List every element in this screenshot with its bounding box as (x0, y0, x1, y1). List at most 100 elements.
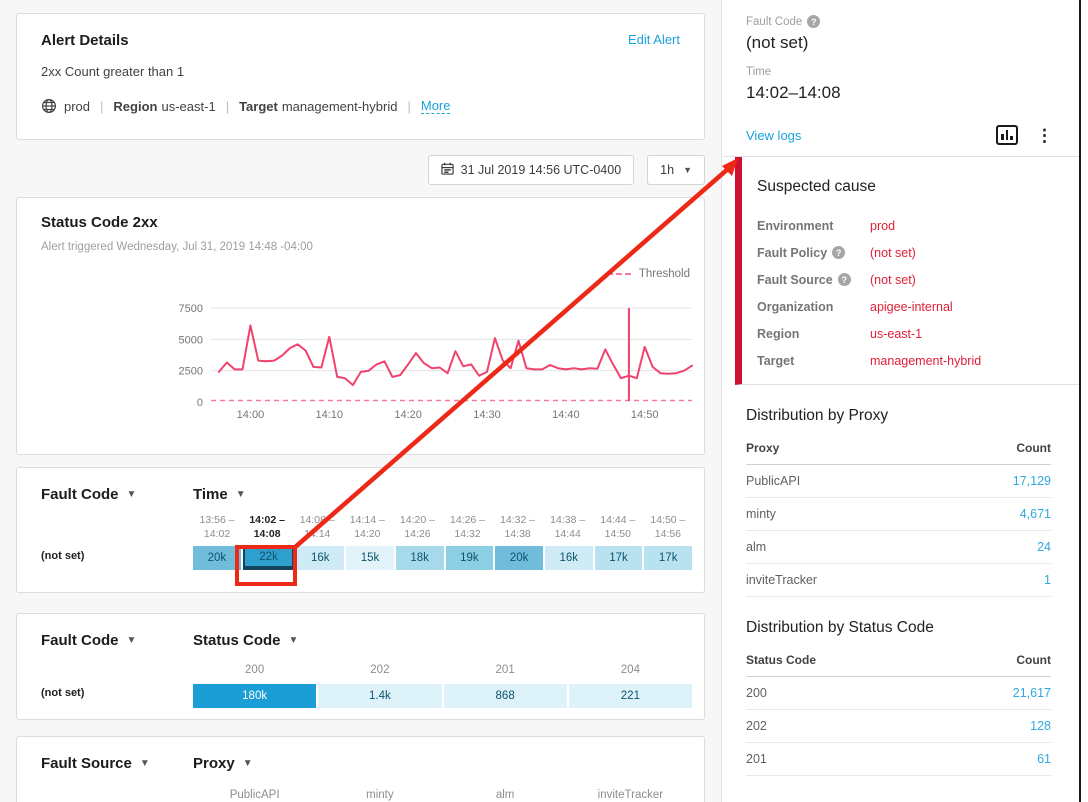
cause-label: Fault Source ? (757, 273, 870, 287)
proxy-column-header: Proxy (746, 431, 945, 465)
table-row: PublicAPI 17,129 (746, 464, 1051, 498)
time-range-header: 14:20 –14:26 (399, 514, 435, 541)
time-range-header: 14:02 –14:08 (249, 514, 285, 541)
view-logs-link[interactable]: View logs (746, 127, 802, 143)
help-icon[interactable]: ? (807, 15, 821, 28)
count-link[interactable]: 21,617 (943, 676, 1051, 710)
status-code-header: 202 (370, 664, 390, 676)
status-code-header: 204 (620, 664, 640, 676)
suspected-cause-row: Region us-east-1 (757, 320, 1079, 347)
status-code: 202 (746, 709, 944, 743)
chevron-down-icon: ▼ (139, 758, 150, 769)
time-range-header: 14:14 –14:20 (349, 514, 385, 541)
alert-meta-row: prod | Region us-east-1 | Target managem… (41, 98, 680, 114)
edit-alert-link[interactable]: Edit Alert (627, 32, 680, 47)
svg-text:14:10: 14:10 (316, 409, 344, 421)
status-column-headers: 200 202 201 204 (193, 663, 692, 679)
heatmap-cell[interactable]: 22k (242, 546, 295, 571)
alert-condition: 2xx Count greater than 1 (41, 64, 185, 79)
cause-label: Fault Policy ? (757, 246, 870, 260)
status-code-dimension-dropdown[interactable]: Status Code ▼ (193, 632, 692, 649)
chevron-down-icon: ▼ (126, 635, 137, 646)
range-value: 1h (660, 163, 675, 177)
chevron-down-icon: ▼ (126, 489, 137, 500)
time-range-header: 14:44 –14:50 (600, 514, 636, 541)
svg-text:5000: 5000 (179, 334, 203, 346)
spacer (41, 649, 193, 650)
count-column-header: Count (944, 431, 1051, 465)
proxy-header: inviteTracker (597, 789, 664, 801)
heatmap-cell[interactable]: 868 (443, 683, 567, 708)
meta-divider: | (100, 98, 104, 114)
fault-source-dimension-label: Fault Source (41, 755, 132, 772)
bar-chart-icon[interactable] (996, 125, 1018, 145)
chart-title: Status Code 2xx (41, 214, 158, 231)
help-icon[interactable]: ? (832, 246, 846, 259)
distribution-by-proxy-section: Distribution by Proxy Proxy Count Public… (723, 407, 1079, 597)
line-chart: 0 2500 5000 7500 14:00 14:10 14:20 14:30 14:40 14… (179, 303, 693, 421)
heatmap-cell[interactable]: 20k (495, 546, 543, 571)
count-link[interactable]: 17,129 (944, 464, 1051, 498)
fault-code-dimension-dropdown[interactable]: Fault Code ▼ (41, 486, 193, 503)
heatmap-cell[interactable]: 19k (445, 546, 494, 571)
fault-code-row-label: (not set) (41, 549, 85, 562)
globe-icon (41, 98, 57, 114)
fault-code-dimension-dropdown[interactable]: Fault Code ▼ (41, 632, 193, 649)
distribution-proxy-title: Distribution by Proxy (746, 407, 889, 424)
proxy-name: minty (746, 497, 945, 531)
cause-value: (not set) (870, 272, 916, 287)
environment-value: prod (64, 98, 91, 114)
time-range-header: 14:50 –14:56 (650, 514, 686, 541)
heatmap-cell[interactable]: 16k (544, 546, 593, 571)
heatmap-cell[interactable]: 20k (193, 546, 241, 571)
fault-source-dimension-dropdown[interactable]: Fault Source ▼ (41, 755, 193, 772)
table-row: minty 4,671 (746, 497, 1051, 531)
panel-context-section: Fault Code ? (not set) Time 14:02–14:08 … (723, 0, 1079, 157)
proxy-dimension-dropdown[interactable]: Proxy ▼ (193, 755, 692, 772)
heatmap-cell[interactable]: 16k (296, 546, 345, 571)
heatmap-cell[interactable]: 17k (644, 546, 693, 571)
cause-value: (not set) (870, 245, 916, 260)
status-code-chart-card: Status Code 2xx Alert triggered Wednesda… (16, 197, 705, 455)
heatmap-cell[interactable]: 180k (193, 683, 317, 708)
proxy-header: minty (366, 789, 394, 801)
distribution-status-table: Status Code Count 200 21,617 202 128 201 61 (746, 643, 1051, 776)
time-heatmap-cells: 20k 22k 16k 15k 18k 19k 20k 16k 17k 17k (193, 546, 693, 571)
status-code-column-header: Status Code (746, 643, 944, 677)
panel-fault-code-label-row: Fault Code ? (746, 15, 1053, 28)
time-range-header: 14:38 –14:44 (550, 514, 586, 541)
threshold-dash-icon (606, 273, 631, 275)
more-link[interactable]: More (420, 98, 451, 114)
region-label: Region (113, 98, 158, 114)
datetime-picker-button[interactable]: 31 Jul 2019 14:56 UTC-0400 (427, 155, 635, 185)
distribution-status-title: Distribution by Status Code (746, 619, 934, 636)
spacer (41, 503, 193, 504)
time-toolbar: 31 Jul 2019 14:56 UTC-0400 1h ▼ (16, 155, 705, 185)
heatmap-cell[interactable]: 15k (346, 546, 394, 571)
count-link[interactable]: 4,671 (944, 497, 1051, 531)
target-label: Target (239, 98, 278, 114)
count-link[interactable]: 128 (943, 709, 1051, 743)
count-link[interactable]: 1 (944, 563, 1051, 597)
chart-subtitle: Alert triggered Wednesday, Jul 31, 2019 … (41, 241, 313, 253)
heatmap-cell[interactable]: 221 (568, 683, 692, 708)
count-link[interactable]: 24 (944, 530, 1051, 564)
region-value: us-east-1 (161, 98, 216, 114)
range-dropdown-button[interactable]: 1h ▼ (647, 155, 705, 185)
help-icon[interactable]: ? (837, 273, 851, 286)
time-dimension-dropdown[interactable]: Time ▼ (193, 486, 692, 503)
legend-threshold-label: Threshold (638, 268, 690, 280)
fault-code-status-card: Fault Code ▼ Status Code ▼ 200 202 201 204 … (16, 613, 705, 720)
alert-details-card: Alert Details Edit Alert 2xx Count great… (16, 13, 705, 140)
status-code: 200 (746, 676, 944, 710)
table-row: alm 24 (746, 530, 1051, 564)
time-range-header: 14:32 –14:38 (500, 514, 536, 541)
heatmap-cell[interactable]: 1.4k (318, 683, 442, 708)
table-row: 202 128 (746, 709, 1051, 743)
kebab-menu-icon[interactable]: ⋮ (1036, 125, 1053, 145)
heatmap-cell[interactable]: 18k (395, 546, 444, 571)
panel-actions: ⋮ (996, 125, 1053, 145)
heatmap-cell[interactable]: 17k (594, 546, 643, 571)
count-link[interactable]: 61 (943, 742, 1051, 776)
